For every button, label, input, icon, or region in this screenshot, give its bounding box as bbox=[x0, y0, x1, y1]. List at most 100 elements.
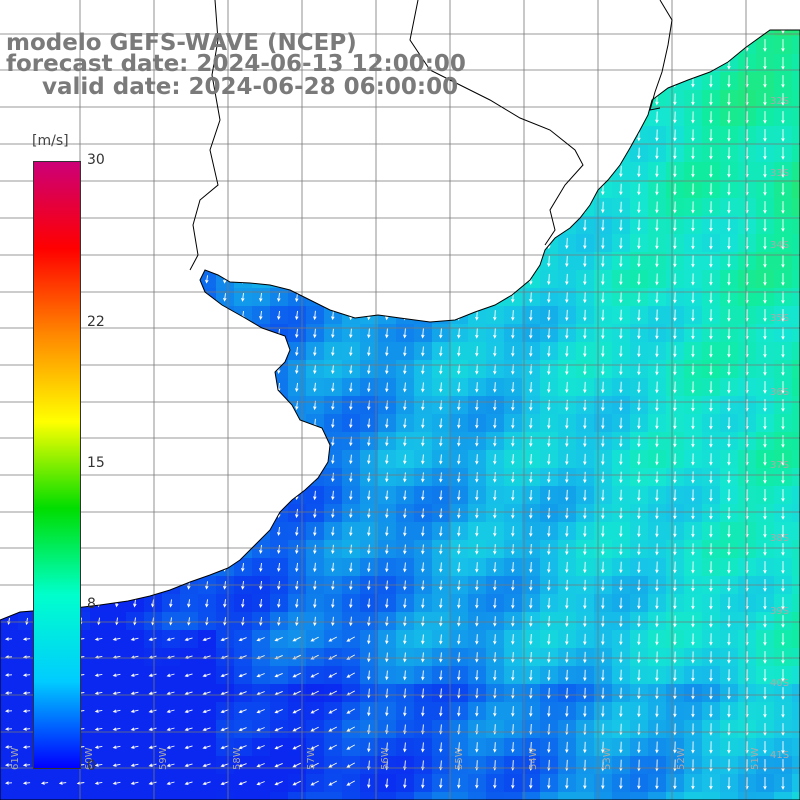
wind-arrow bbox=[601, 615, 605, 628]
wind-arrow bbox=[601, 327, 605, 340]
wind-arrow bbox=[133, 599, 137, 608]
wind-cell bbox=[792, 702, 800, 720]
wind-arrow bbox=[781, 237, 785, 250]
wind-arrow bbox=[763, 597, 767, 610]
wind-arrow bbox=[637, 723, 641, 736]
wind-cell bbox=[792, 36, 800, 54]
wind-arrow bbox=[709, 201, 713, 214]
wind-cell bbox=[792, 414, 800, 432]
wind-arrow bbox=[259, 598, 263, 608]
wind-arrow bbox=[439, 652, 443, 663]
wind-arrow bbox=[637, 147, 641, 160]
wind-arrow bbox=[601, 471, 605, 484]
wind-arrow bbox=[655, 129, 659, 142]
wind-arrow bbox=[637, 291, 641, 304]
wind-arrow bbox=[709, 705, 713, 718]
wind-arrow bbox=[292, 636, 301, 642]
wind-arrow bbox=[691, 345, 695, 358]
wind-arrow bbox=[655, 471, 659, 484]
wind-arrow bbox=[241, 563, 245, 572]
wind-arrow bbox=[457, 526, 461, 537]
wind-arrow bbox=[148, 763, 157, 767]
wind-arrow bbox=[781, 219, 785, 232]
wind-arrow bbox=[781, 777, 785, 790]
wind-arrow bbox=[295, 382, 299, 393]
wind-arrow bbox=[673, 597, 677, 610]
wind-arrow bbox=[709, 723, 713, 736]
wind-arrow bbox=[673, 201, 677, 214]
latitude-label: 38S bbox=[770, 533, 789, 544]
wind-cell bbox=[792, 558, 800, 576]
wind-arrow bbox=[673, 651, 677, 664]
wind-arrow bbox=[421, 490, 425, 501]
wind-arrow bbox=[292, 708, 301, 714]
wind-arrow bbox=[727, 183, 731, 196]
wind-arrow bbox=[565, 327, 569, 340]
wind-arrow bbox=[673, 345, 677, 358]
longitude-label: 53W bbox=[602, 747, 613, 770]
wind-arrow bbox=[439, 598, 443, 609]
wind-arrow bbox=[781, 723, 785, 736]
wind-arrow bbox=[583, 741, 587, 754]
wind-arrow bbox=[5, 745, 13, 749]
wind-arrow bbox=[97, 617, 101, 626]
wind-arrow bbox=[601, 777, 605, 790]
colorbar-tick: 15 bbox=[87, 455, 105, 471]
wind-arrow bbox=[619, 561, 623, 574]
wind-arrow bbox=[346, 654, 356, 660]
wind-arrow bbox=[511, 598, 515, 609]
wind-arrow bbox=[583, 489, 587, 502]
wind-arrow bbox=[673, 759, 677, 772]
wind-arrow bbox=[403, 562, 407, 573]
wind-cell bbox=[360, 792, 378, 800]
wind-arrow bbox=[148, 637, 157, 641]
wind-arrow bbox=[169, 599, 173, 608]
wind-arrow bbox=[310, 636, 319, 642]
wind-arrow bbox=[511, 310, 515, 321]
wind-arrow bbox=[511, 742, 515, 753]
wind-arrow bbox=[256, 745, 265, 750]
wind-arrow bbox=[637, 165, 641, 178]
wind-arrow bbox=[292, 780, 301, 786]
colorbar-gradient bbox=[34, 162, 80, 768]
wind-arrow bbox=[349, 328, 353, 339]
wind-arrow bbox=[385, 454, 389, 465]
wind-arrow bbox=[112, 673, 121, 677]
wind-arrow bbox=[673, 471, 677, 484]
wind-arrow bbox=[637, 651, 641, 664]
wind-cell bbox=[144, 792, 162, 800]
wind-arrow bbox=[691, 705, 695, 718]
wind-arrow bbox=[331, 382, 335, 393]
wind-arrow bbox=[673, 327, 677, 340]
wind-cell bbox=[198, 792, 216, 800]
wind-arrow bbox=[619, 741, 623, 754]
wind-cell bbox=[792, 324, 800, 342]
wind-arrow bbox=[727, 147, 731, 160]
wind-arrow bbox=[583, 273, 587, 286]
wind-arrow bbox=[403, 634, 407, 645]
wind-arrow bbox=[529, 291, 533, 304]
wind-arrow bbox=[274, 762, 283, 768]
wind-arrow bbox=[238, 763, 247, 768]
wind-arrow bbox=[763, 129, 767, 142]
wind-arrow bbox=[565, 363, 569, 376]
wind-arrow bbox=[727, 651, 731, 664]
wind-arrow bbox=[295, 544, 299, 555]
wind-arrow bbox=[763, 183, 767, 196]
wind-arrow bbox=[565, 237, 569, 250]
wind-arrow bbox=[493, 382, 497, 393]
wind-arrow bbox=[637, 633, 641, 646]
wind-arrow bbox=[349, 418, 353, 429]
wind-arrow bbox=[619, 309, 623, 322]
wind-arrow bbox=[781, 291, 785, 304]
wind-arrow bbox=[781, 273, 785, 286]
wind-arrow bbox=[328, 744, 338, 750]
wind-arrow bbox=[691, 435, 695, 448]
wind-arrow bbox=[583, 219, 587, 232]
wind-arrow bbox=[349, 544, 353, 555]
wind-arrow bbox=[565, 255, 569, 268]
wind-arrow bbox=[475, 670, 479, 681]
latitude-label: 34S bbox=[770, 240, 789, 251]
wind-arrow bbox=[475, 742, 479, 753]
wind-arrow bbox=[763, 633, 767, 646]
